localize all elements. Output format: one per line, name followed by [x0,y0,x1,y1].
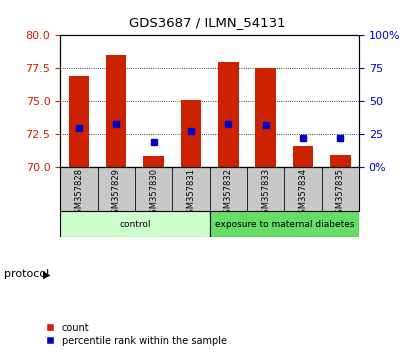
FancyBboxPatch shape [322,167,359,211]
Bar [330,155,351,167]
FancyBboxPatch shape [210,167,247,211]
Bar [68,76,89,167]
Bar [293,146,313,167]
Text: protocol: protocol [4,269,49,279]
Text: GSM357835: GSM357835 [336,168,345,219]
Bar [106,55,127,167]
Text: ▶: ▶ [43,269,51,279]
FancyBboxPatch shape [60,167,98,211]
FancyBboxPatch shape [284,167,322,211]
FancyBboxPatch shape [210,211,359,237]
Text: GSM357833: GSM357833 [261,168,270,219]
Text: GSM357829: GSM357829 [112,168,121,219]
Text: GSM357828: GSM357828 [74,168,83,219]
FancyBboxPatch shape [172,167,210,211]
Bar [181,100,201,167]
Text: GSM357830: GSM357830 [149,168,158,219]
Text: control: control [119,219,151,229]
Legend: count, percentile rank within the sample: count, percentile rank within the sample [46,323,227,346]
Text: GDS3687 / ILMN_54131: GDS3687 / ILMN_54131 [129,16,286,29]
Bar [218,62,239,167]
FancyBboxPatch shape [135,167,172,211]
FancyBboxPatch shape [98,167,135,211]
Text: exposure to maternal diabetes: exposure to maternal diabetes [215,219,354,229]
Bar [143,156,164,167]
Text: GSM357831: GSM357831 [186,168,195,219]
FancyBboxPatch shape [60,211,210,237]
Text: GSM357834: GSM357834 [298,168,308,219]
Bar [255,68,276,167]
Text: GSM357832: GSM357832 [224,168,233,219]
FancyBboxPatch shape [247,167,284,211]
